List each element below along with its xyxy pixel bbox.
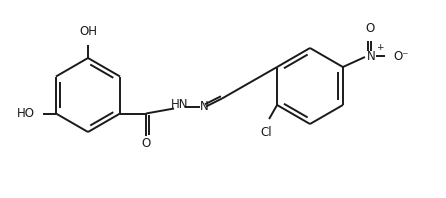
Text: Cl: Cl (260, 126, 272, 139)
Text: O: O (365, 22, 375, 35)
Text: O⁻: O⁻ (393, 50, 409, 63)
Text: N: N (200, 100, 208, 113)
Text: +: + (376, 43, 384, 52)
Text: O: O (141, 137, 151, 150)
Text: HO: HO (17, 107, 35, 120)
Text: N: N (367, 50, 375, 63)
Text: OH: OH (79, 25, 97, 38)
Text: HN: HN (171, 98, 189, 111)
